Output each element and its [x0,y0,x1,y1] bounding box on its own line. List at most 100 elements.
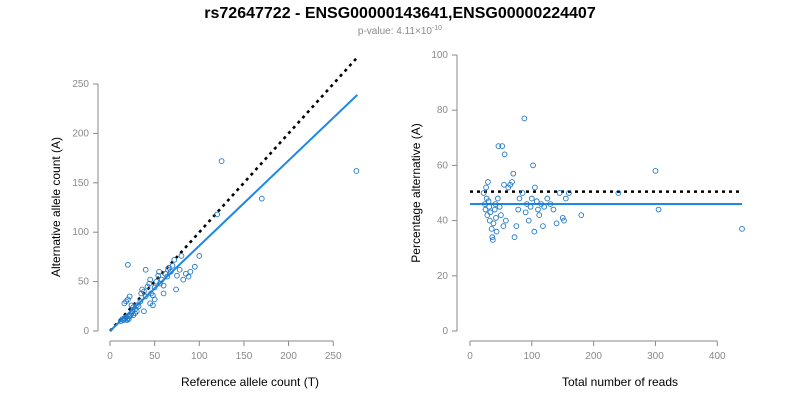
data-point [171,257,178,263]
x-tick-label: 0 [467,351,473,362]
data-point [214,211,220,218]
data-point [541,203,548,210]
data-point [501,151,508,158]
panel-percentage-alternative: Total number of reads Percentage alterna… [409,50,745,389]
data-point [556,190,563,196]
data-point [142,266,149,273]
y-axis-label: Alternative allele count (A) [49,137,63,277]
data-point [142,293,149,300]
data-point [652,168,659,174]
data-point [133,302,140,309]
y-tick-label: 250 [72,79,89,90]
data-point [353,168,360,174]
data-point [547,201,554,207]
data-point [493,214,499,221]
x-tick-label: 100 [191,351,208,362]
x-axis-label: Total number of reads [562,375,678,389]
data-point [126,313,133,320]
data-point [531,228,538,235]
data-point [553,220,560,227]
x-tick-label: 250 [325,351,342,362]
y-tick-label: 0 [83,326,89,337]
data-point [144,283,151,290]
data-point [496,203,503,210]
subtitle-prefix: p-value: 4.11×10 [358,26,432,37]
data-point [141,308,147,315]
data-point [174,272,180,279]
data-point [521,115,528,122]
data-point [141,288,147,295]
data-point [527,203,534,210]
data-point [196,253,203,259]
data-point [150,302,156,309]
x-tick-label: 400 [709,351,726,362]
data-point [578,212,585,218]
data-point [499,143,505,149]
data-point [528,195,535,202]
data-point [519,190,526,196]
y-tick-label: 0 [442,326,448,337]
data-point [495,143,502,149]
data-point [515,206,522,213]
data-point [147,276,154,283]
data-point [550,206,557,213]
data-point [485,179,491,185]
x-tick-label: 200 [280,351,297,362]
x-tick-label: 0 [107,351,113,362]
data-point [178,253,185,259]
data-point [187,268,194,275]
y-tick-label: 150 [72,178,89,189]
x-axis-label: Reference allele count (T) [181,375,319,389]
data-point [561,217,567,224]
data-point [491,206,498,213]
data-point [501,181,507,188]
data-point [522,209,529,216]
data-point [489,234,496,241]
data-point [532,184,538,191]
data-point [655,206,662,213]
data-point [525,217,532,224]
x-tick-label: 100 [523,351,540,362]
data-point [485,198,492,205]
data-point [173,286,179,293]
y-axis-label: Percentage alternative (A) [409,123,423,262]
data-point [125,296,131,303]
data-point [500,223,507,229]
chart-title: rs72647722 - ENSG00000143641,ENSG0000022… [204,5,596,22]
data-point [490,237,496,243]
data-point [524,201,530,207]
data-point [176,266,183,273]
data-point [191,263,198,270]
data-point [130,312,137,319]
data-point [218,158,225,164]
y-tick-label: 20 [437,271,449,282]
panel-allele-counts: Reference allele count (T) Alternative a… [49,56,360,389]
chart-subtitle: p-value: 4.11×10-10 [358,25,442,37]
fit-line [109,94,359,332]
data-point [513,223,520,229]
data-point [516,195,523,202]
y-tick-label: 60 [437,160,449,171]
data-point [536,212,543,218]
data-point [125,261,131,268]
x-tick-label: 300 [647,351,664,362]
data-point [615,190,622,196]
x-tick-label: 200 [585,351,602,362]
data-point [151,296,158,303]
data-point [540,223,546,229]
data-point [137,298,144,305]
data-point [482,206,489,213]
data-point [480,190,487,196]
data-point [160,290,167,297]
reference-line [109,56,359,332]
y-tick-label: 40 [437,216,449,227]
x-tick-label: 150 [236,351,253,362]
data-point [544,195,551,202]
data-point [488,226,495,232]
data-point [510,170,517,177]
data-point [155,272,162,279]
data-point [162,270,169,277]
data-point [169,262,176,269]
y-tick-label: 100 [431,50,448,61]
